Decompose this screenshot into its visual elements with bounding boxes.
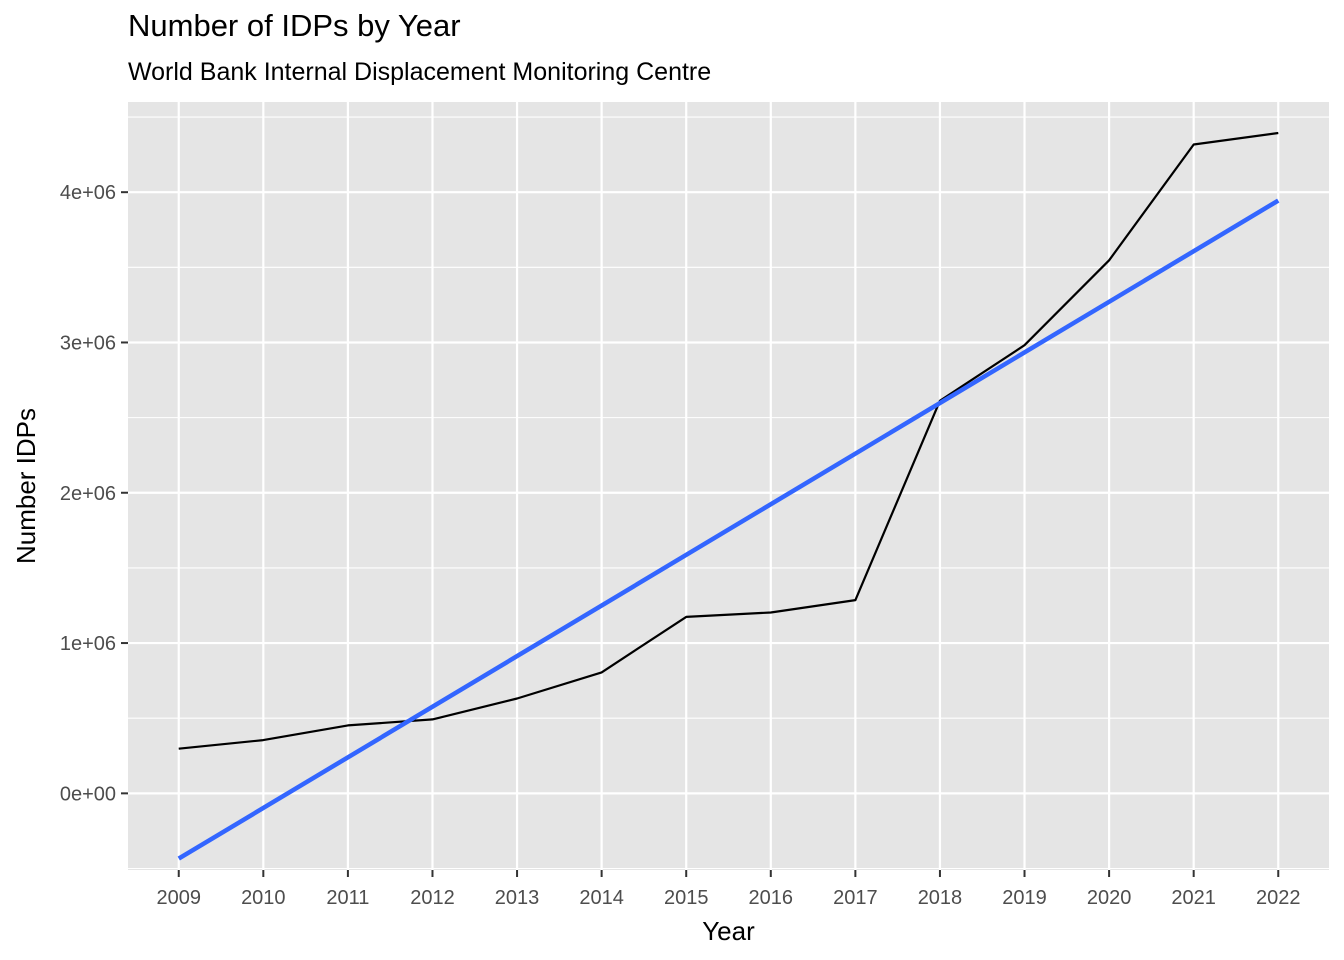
chart-title: Number of IDPs by Year [128,8,461,43]
y-axis-title: Number IDPs [11,408,41,564]
x-tick-label: 2012 [410,887,455,909]
x-tick-label: 2020 [1087,887,1132,909]
chart-subtitle: World Bank Internal Displacement Monitor… [128,58,712,86]
x-tick-label: 2009 [156,887,201,909]
major-gridlines [128,102,1329,870]
x-tick-label: 2015 [664,887,709,909]
tick-labels: 0e+00 1e+06 2e+06 3e+06 4e+06 2009 2010 2011 201… [60,182,1301,909]
y-tick-label: 4e+06 [60,182,116,204]
x-tick-label: 2021 [1171,887,1216,909]
x-tick-label: 2010 [241,887,286,909]
y-tick-label: 0e+00 [60,783,116,805]
x-axis-title: Year [702,916,755,946]
x-tick-label: 2016 [749,887,794,909]
x-tick-label: 2011 [326,887,369,909]
x-tick-label: 2018 [918,887,963,909]
x-tick-label: 2014 [579,887,624,909]
axis-ticks [121,191,1280,877]
x-tick-label: 2013 [495,887,540,909]
y-tick-label: 2e+06 [60,483,116,505]
chart-marks [177,131,1280,861]
plot-panel [128,102,1329,870]
trend-line [177,198,1280,861]
minor-gridlines [128,116,1329,870]
series-line [178,131,1279,750]
x-tick-label: 2022 [1256,887,1301,909]
y-tick-label: 1e+06 [60,633,116,655]
y-tick-label: 3e+06 [60,332,116,354]
x-tick-label: 2017 [833,887,878,909]
x-tick-label: 2019 [1002,887,1047,909]
